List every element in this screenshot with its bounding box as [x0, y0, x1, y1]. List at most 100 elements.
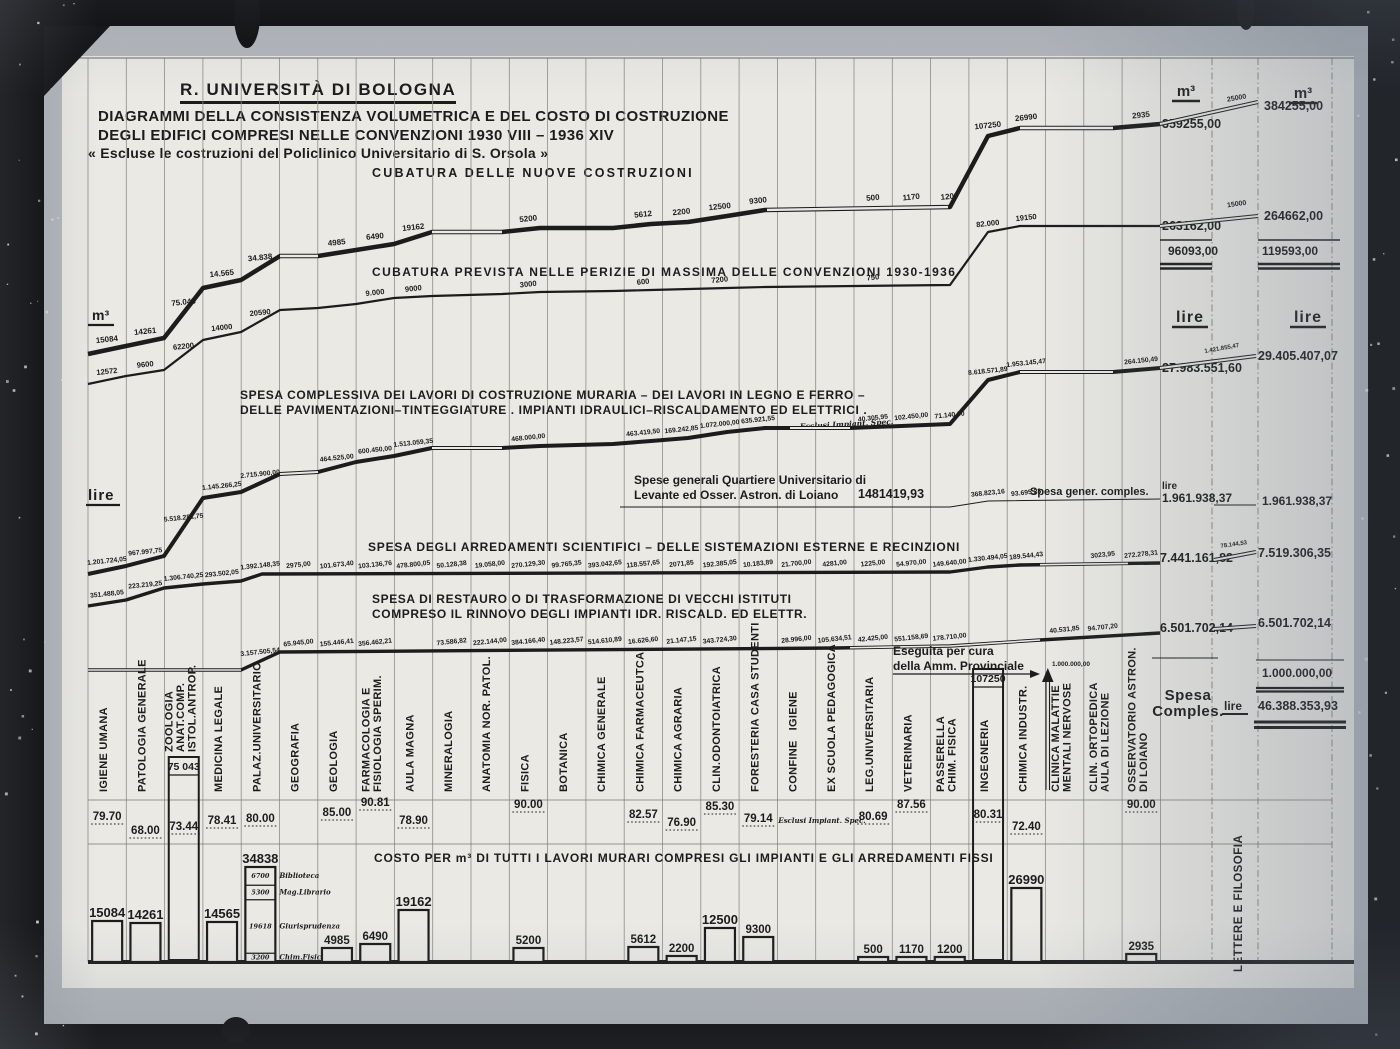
dust-speckle — [1394, 587, 1397, 590]
line-value-label: 4281,00 — [822, 559, 847, 569]
dust-speckle — [31, 728, 33, 730]
line-value-label: 2071,85 — [669, 560, 694, 570]
line-value-label: 10.183,89 — [743, 559, 774, 569]
bar-value-label: 2935 — [1128, 941, 1154, 953]
spesa-complessiva-totale: 46.388.353,93 — [1258, 699, 1338, 713]
line-value-label: 99.765,35 — [551, 560, 582, 570]
column-label: ANATOMIA NOR. PATOL. — [481, 656, 493, 792]
line-value-label: 5200 — [519, 213, 538, 224]
dust-speckle — [21, 995, 24, 998]
corner-shadow-top-left — [44, 26, 110, 96]
line-value-label: 5612 — [634, 209, 653, 220]
dust-speckle — [85, 928, 87, 931]
dust-speckle — [74, 525, 78, 528]
dust-speckle — [37, 300, 39, 302]
cost-per-m3-value: 80.00 — [246, 813, 275, 825]
line-value-label: 3023,95 — [1090, 551, 1115, 561]
bar-value-label: 5200 — [516, 935, 542, 947]
line-value-label: 1.330.494,05 — [968, 553, 1008, 564]
column-label: ISTOL.ANTROP. — [186, 665, 198, 752]
line-value-label: 192.385,05 — [703, 559, 738, 570]
line-value-label: 50.128,38 — [436, 560, 467, 570]
column-label: AULA MAGNA — [405, 714, 417, 792]
dust-speckle — [96, 115, 100, 119]
cost-per-m3-value: 90.00 — [514, 799, 543, 811]
column-label: ZOOLOGIA — [163, 691, 175, 752]
cost-per-m3-value: 85.30 — [706, 801, 735, 813]
column-label: MINERALOGIA — [443, 710, 455, 792]
line-value-label: 1.392.148,35 — [240, 560, 280, 571]
dust-speckle — [38, 199, 41, 202]
dust-speckle — [1392, 387, 1396, 390]
column-label: CHIMICA FARMACEUTCA — [634, 652, 646, 792]
line-value-label: 189.544,43 — [1009, 551, 1044, 562]
connector-label: 15000 — [1227, 200, 1247, 210]
line-value-label: 71.140,00 — [934, 410, 965, 420]
bar-subdivision-value: 3200 — [251, 954, 270, 962]
line-value-label: 14000 — [211, 322, 233, 333]
column-label: LEG.UNIVERSITARIA — [864, 676, 876, 792]
handwritten-note: Esclusi Impiant. Spec. — [777, 816, 865, 825]
bar-subdivision-label: Giurisprudenza — [279, 921, 340, 930]
line-value-label: 2975,00 — [286, 561, 311, 571]
dust-speckle — [1369, 754, 1372, 757]
spesa-gener-comples-label: Spesa gener. comples. — [1030, 486, 1149, 498]
dust-speckle — [1358, 711, 1361, 714]
line-value-label: 101.673,40 — [320, 560, 355, 571]
m3-header-right: m³ — [1294, 85, 1312, 102]
line-value-label: 16.626,60 — [628, 636, 659, 646]
section-restauro: COMPRESO IL RINNOVO DEGLI IMPIANTI IDR. … — [372, 607, 807, 621]
connector-gap — [1213, 551, 1257, 561]
bar — [1125, 952, 1158, 964]
dust-speckle — [63, 158, 67, 162]
line-value-label: 600 — [636, 277, 650, 287]
bar-value-label: 75 043 — [168, 761, 200, 773]
connector-label: 78.144,53 — [1220, 540, 1248, 550]
dust-speckle — [45, 310, 49, 314]
line-value-label: 3000 — [519, 279, 537, 290]
dust-speckle — [28, 669, 32, 673]
dust-speckle — [1364, 657, 1368, 661]
line-value-label: 551.158,69 — [894, 633, 929, 644]
arrow-head-up — [1042, 668, 1054, 682]
line-value-label: 19.058,00 — [475, 560, 506, 570]
dust-speckle — [23, 638, 25, 641]
bar — [244, 865, 277, 964]
line-value-label: 42.425,00 — [858, 634, 889, 644]
dust-speckle — [1377, 342, 1380, 345]
dust-speckle — [35, 1032, 38, 1036]
bar-subdivision-value: 6700 — [251, 872, 270, 880]
line-value-label: 107250 — [974, 120, 1002, 132]
m3-header-left: m³ — [1177, 83, 1195, 100]
bar-value-label: 4985 — [324, 935, 350, 947]
section-arredamenti: SPESA DEGLI ARREDAMENTI SCIENTIFICI – DE… — [368, 540, 960, 554]
dust-speckle — [1376, 787, 1379, 790]
dust-speckle — [1384, 691, 1388, 694]
bar — [742, 935, 775, 964]
dust-speckle — [1375, 1033, 1378, 1036]
line-value-label: 1.513.059,35 — [393, 438, 433, 449]
bar-value-label: 6490 — [362, 931, 388, 943]
line-value-label: 351.488,05 — [90, 589, 125, 600]
lire-header-right: lire — [1294, 309, 1322, 326]
line-value-label: 223.219,25 — [128, 580, 163, 591]
line-value-label: 356.462,21 — [358, 638, 393, 649]
cost-per-m3-value: 85.00 — [323, 807, 352, 819]
line-value-label: 148.223,57 — [549, 636, 584, 647]
film-edge-bottom — [0, 1024, 1400, 1049]
column-label: MEDICINA LEGALE — [213, 686, 225, 792]
column-label: CLIN.ODONTOIATRICA — [711, 666, 723, 792]
line-value-label: 155.446,41 — [320, 638, 355, 649]
dust-speckle — [1391, 38, 1395, 41]
line-value-label: 343.724,30 — [703, 635, 738, 646]
tall-box-bar — [167, 756, 200, 961]
line-value-label: 94.707,20 — [1087, 623, 1118, 633]
column-label: VETERINARIA — [902, 714, 914, 792]
dust-speckle — [92, 688, 95, 692]
title-line-1: DIAGRAMMI DELLA CONSISTENZA VOLUMETRICA … — [98, 108, 729, 125]
line-value-label: 500 — [866, 193, 881, 203]
dust-speckle — [69, 700, 73, 704]
eseguita-value: 1.000.000,00 — [1052, 661, 1090, 668]
cost-per-m3-value: 80.69 — [859, 811, 888, 823]
dust-speckle — [74, 438, 77, 441]
